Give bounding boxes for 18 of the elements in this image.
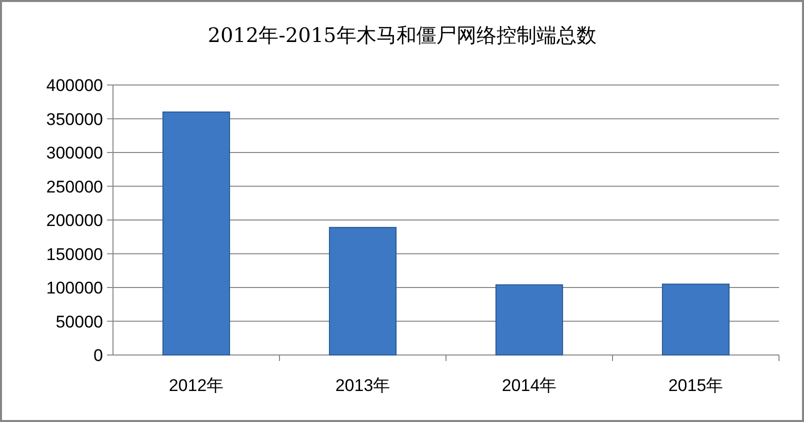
x-tick-label: 2012年: [168, 376, 224, 395]
bar: [662, 284, 730, 356]
y-tick-label: 100000: [46, 278, 103, 298]
x-tick-label: 2014年: [502, 376, 557, 395]
bar: [162, 112, 230, 356]
y-tick-label: 300000: [46, 144, 103, 162]
bar: [328, 226, 397, 356]
y-tick-label: 150000: [46, 244, 103, 264]
x-tick-label: 2015年: [668, 376, 724, 395]
y-tick-label: 350000: [46, 110, 103, 129]
y-tick-label: 250000: [46, 177, 103, 196]
x-tick-label: 2013年: [335, 376, 390, 395]
y-tick-label: 50000: [56, 312, 103, 332]
y-tick-label: 0: [94, 346, 103, 365]
y-tick-label: 200000: [46, 211, 103, 230]
y-tick-label: 400000: [46, 76, 103, 95]
chart-title: 2012年-2015年木马和僵尸网络控制端总数: [208, 23, 596, 47]
bar: [495, 284, 564, 356]
